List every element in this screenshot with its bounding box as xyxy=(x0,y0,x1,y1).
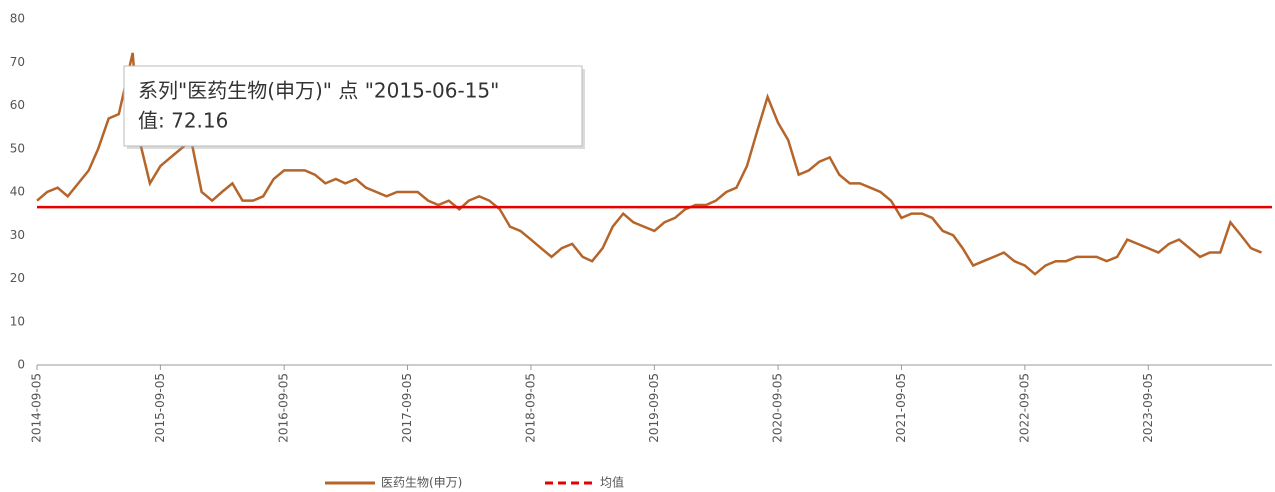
y-tick-label: 20 xyxy=(10,271,25,285)
y-tick-label: 50 xyxy=(10,141,25,155)
x-tick-label: 2014-09-05 xyxy=(30,373,44,443)
y-tick-label: 80 xyxy=(10,12,25,26)
tooltip-line: 值: 72.16 xyxy=(138,109,228,133)
x-tick-label: 2016-09-05 xyxy=(277,373,291,443)
tooltip-box xyxy=(123,65,583,147)
x-tick-label: 2017-09-05 xyxy=(400,373,414,443)
tooltip: 系列"医药生物(申万)" 点 "2015-06-15" 值: 72.16 xyxy=(123,65,585,149)
x-tick-label: 2019-09-05 xyxy=(647,373,661,443)
series-line xyxy=(36,52,1262,276)
y-tick-label: 40 xyxy=(10,185,25,199)
legend-label: 医药生物(申万) xyxy=(381,476,462,490)
x-tick-label: 2023-09-05 xyxy=(1141,373,1155,443)
x-tick-label: 2015-09-05 xyxy=(153,373,167,443)
y-tick-label: 10 xyxy=(10,314,25,328)
y-tick-label: 70 xyxy=(10,55,25,69)
x-tick-label: 2018-09-05 xyxy=(523,373,537,443)
y-tick-label: 30 xyxy=(10,228,25,242)
y-tick-label: 60 xyxy=(10,98,25,112)
x-tick-label: 2022-09-05 xyxy=(1017,373,1031,443)
x-tick-label: 2021-09-05 xyxy=(894,373,908,443)
legend-label: 均值 xyxy=(600,475,624,490)
x-tick-label: 2020-09-05 xyxy=(771,373,785,443)
tooltip-line: 系列"医药生物(申万)" 点 "2015-06-15" xyxy=(138,79,499,103)
y-tick-label: 0 xyxy=(17,358,25,372)
